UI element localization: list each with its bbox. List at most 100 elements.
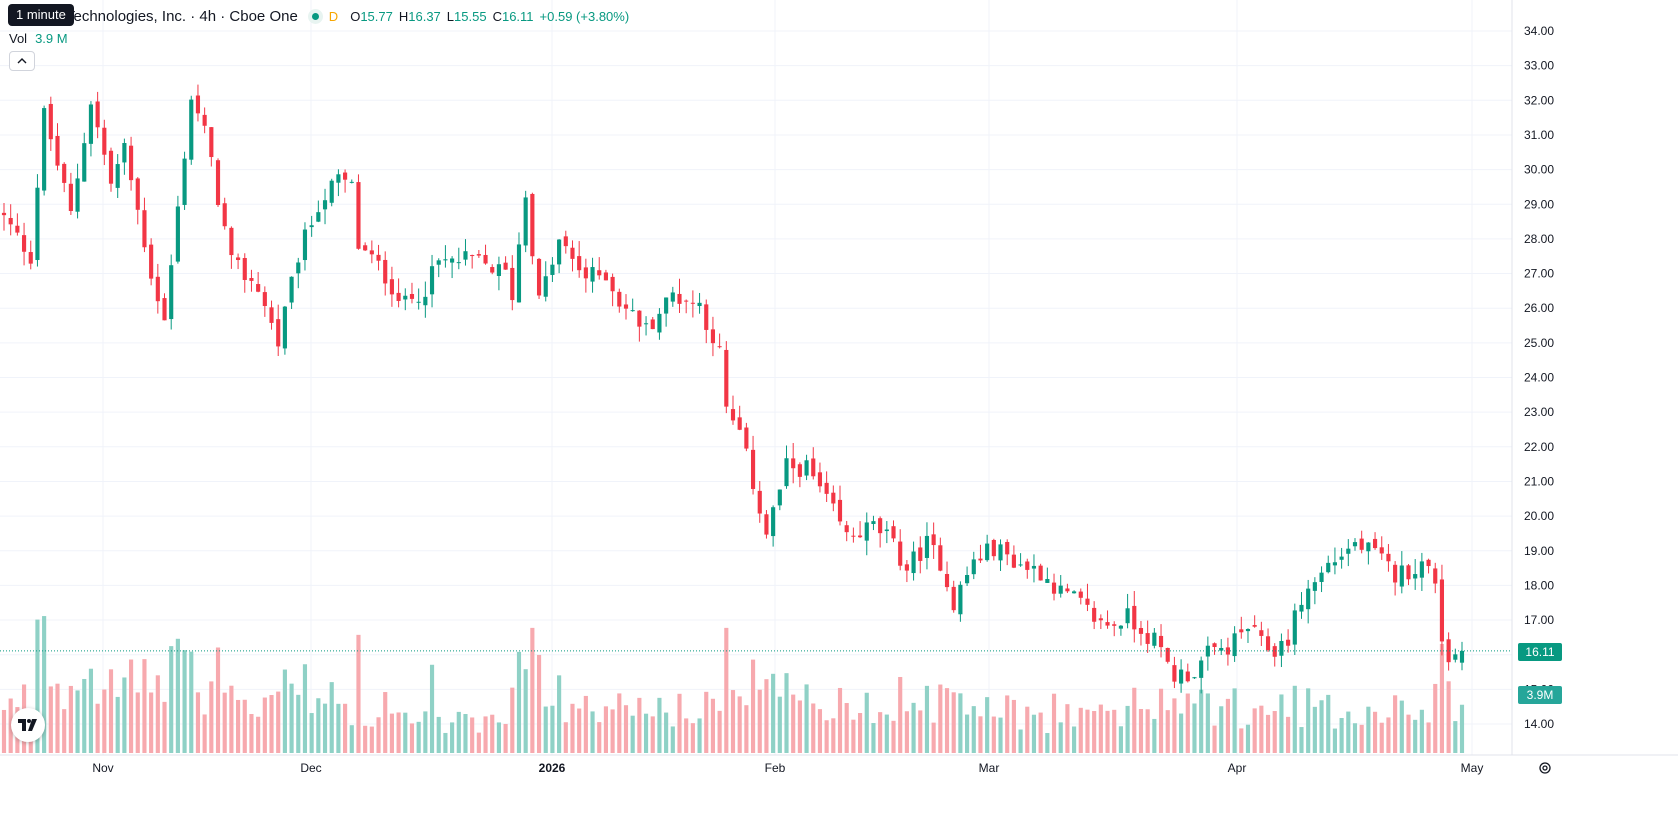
- candle-body: [222, 203, 227, 227]
- candle-body: [1386, 553, 1391, 562]
- volume-bar: [610, 709, 615, 753]
- candle-body: [1005, 541, 1010, 555]
- volume-bar: [557, 675, 562, 753]
- candle-body: [697, 302, 702, 307]
- candle-body: [202, 114, 207, 126]
- volume-bar: [577, 708, 582, 753]
- volume-bar: [1279, 694, 1284, 753]
- candle-body: [1072, 591, 1077, 594]
- volume-bar: [470, 717, 475, 753]
- volume-bar: [958, 693, 963, 753]
- candle-body: [1038, 565, 1043, 581]
- candle-body: [817, 472, 823, 487]
- volume-bar: [1259, 705, 1264, 753]
- candle-body: [236, 257, 241, 261]
- candle-body: [122, 143, 127, 163]
- volume-bar: [1413, 719, 1418, 753]
- volume-bar: [403, 712, 408, 753]
- candle-body: [503, 262, 508, 270]
- candle-body: [376, 254, 381, 261]
- candle-body: [242, 257, 247, 280]
- volume-bar: [463, 714, 468, 753]
- volume-bar: [149, 692, 154, 753]
- candle-body: [998, 544, 1003, 561]
- candle-body: [951, 586, 956, 611]
- market-status-icon[interactable]: [307, 8, 323, 24]
- candle-body: [1118, 625, 1123, 629]
- y-tick-label: 18.00: [1524, 578, 1554, 592]
- volume-bar: [1359, 724, 1364, 753]
- candle-body: [1, 212, 7, 216]
- symbol-legend: Technologies, Inc. · 4h · Cboe One D O15…: [8, 6, 629, 26]
- candle-body: [958, 584, 963, 615]
- volume-bar: [871, 723, 876, 753]
- volume-bar: [1112, 709, 1117, 753]
- candle-body: [68, 183, 73, 212]
- volume-bar: [336, 703, 341, 753]
- volume-bar: [389, 713, 394, 753]
- candle-body: [256, 284, 261, 292]
- data-flag[interactable]: D: [328, 8, 339, 24]
- volume-bar: [1366, 706, 1371, 753]
- candle-body: [483, 254, 488, 264]
- candle-body: [496, 264, 501, 276]
- candle-body: [1393, 564, 1398, 583]
- collapse-legend-button[interactable]: [9, 51, 35, 71]
- candle-body: [1406, 565, 1411, 580]
- candle-body: [965, 575, 970, 584]
- symbol-title[interactable]: Technologies, Inc. · 4h · Cboe One: [66, 7, 298, 25]
- volume-bar: [643, 713, 649, 753]
- candle-body: [349, 181, 354, 183]
- volume-bar: [837, 687, 843, 753]
- candle-body: [429, 266, 435, 295]
- volume-bar: [851, 719, 856, 753]
- volume-bar: [1265, 714, 1271, 753]
- volume-bar: [650, 716, 655, 753]
- tradingview-logo-icon[interactable]: [11, 708, 45, 742]
- candle-body: [764, 514, 769, 535]
- candle-body: [1379, 547, 1384, 554]
- volume-bar: [1446, 681, 1451, 753]
- candle-body: [690, 302, 695, 304]
- volume-bar: [637, 697, 642, 753]
- candle-body: [710, 329, 716, 344]
- candle-body: [1078, 591, 1083, 598]
- y-tick-label: 22.00: [1524, 440, 1554, 454]
- candle-body: [664, 297, 669, 314]
- candle-body: [1259, 630, 1264, 636]
- volume-bar: [1393, 695, 1398, 753]
- candle-body: [911, 551, 916, 574]
- volume-bar: [884, 714, 889, 753]
- volume-bar: [938, 684, 943, 753]
- candle-body: [523, 197, 528, 246]
- candle-body: [1453, 654, 1458, 660]
- gear-icon[interactable]: [1535, 758, 1555, 778]
- candle-body: [1212, 643, 1217, 648]
- volume-bar: [1138, 709, 1144, 753]
- volume-bar: [142, 659, 147, 753]
- volume-bar: [777, 696, 782, 753]
- candle-body: [1018, 564, 1023, 566]
- candle-body: [1105, 622, 1110, 626]
- volume-bar: [657, 697, 662, 753]
- volume-bar: [503, 723, 508, 753]
- volume-bar: [791, 694, 796, 753]
- volume-bar: [730, 690, 736, 753]
- candle-body: [1426, 559, 1431, 567]
- volume-label: Vol: [9, 31, 28, 46]
- candle-body: [82, 143, 87, 182]
- volume-bar: [1252, 708, 1257, 753]
- volume-bar: [817, 709, 823, 753]
- candle-body: [1138, 627, 1144, 634]
- x-tick-label: Dec: [300, 761, 321, 775]
- x-tick-label: Apr: [1228, 761, 1247, 775]
- y-tick-label: 20.00: [1524, 509, 1554, 523]
- volume-bar: [242, 699, 247, 753]
- volume-bar: [1453, 721, 1458, 753]
- volume-bar: [1245, 724, 1251, 753]
- volume-bar: [289, 683, 294, 753]
- volume-bar: [269, 695, 274, 753]
- candle-body: [1098, 618, 1103, 621]
- candle-body: [704, 304, 709, 330]
